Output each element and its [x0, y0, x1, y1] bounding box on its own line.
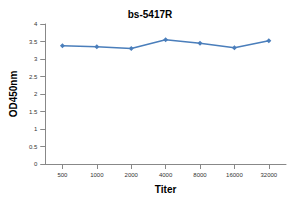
svg-text:4: 4	[34, 21, 38, 27]
svg-text:1: 1	[34, 126, 38, 132]
svg-text:4000: 4000	[159, 172, 173, 178]
svg-text:32000: 32000	[260, 172, 277, 178]
svg-text:Titer: Titer	[155, 184, 177, 195]
svg-text:2: 2	[34, 91, 38, 97]
svg-text:0: 0	[34, 161, 38, 167]
svg-text:1000: 1000	[90, 172, 104, 178]
svg-text:0.5: 0.5	[29, 144, 38, 150]
svg-text:500: 500	[57, 172, 68, 178]
svg-text:3: 3	[34, 56, 38, 62]
svg-text:2000: 2000	[125, 172, 139, 178]
svg-text:1.5: 1.5	[29, 109, 38, 115]
svg-text:bs-5417R: bs-5417R	[128, 9, 173, 20]
svg-text:2.5: 2.5	[29, 74, 38, 80]
svg-text:16000: 16000	[226, 172, 243, 178]
svg-text:OD450nm: OD450nm	[8, 71, 19, 118]
svg-text:3.5: 3.5	[29, 39, 38, 45]
svg-text:8000: 8000	[193, 172, 207, 178]
